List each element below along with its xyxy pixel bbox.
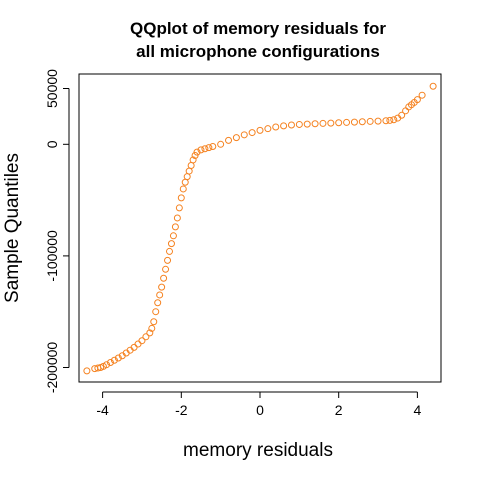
y-tick-label: 0 bbox=[44, 140, 60, 148]
data-point bbox=[103, 361, 111, 369]
y-axis: -200000 -100000 0 50000 bbox=[44, 69, 70, 394]
data-point bbox=[240, 131, 248, 139]
data-point bbox=[217, 140, 225, 148]
data-point bbox=[154, 299, 162, 307]
data-point bbox=[287, 121, 295, 129]
y-axis-label: Sample Quantiles bbox=[2, 153, 23, 303]
data-point bbox=[171, 223, 179, 231]
data-point bbox=[191, 151, 199, 159]
data-point bbox=[148, 324, 156, 332]
data-point bbox=[335, 119, 343, 127]
data-point bbox=[256, 126, 264, 134]
data-point bbox=[197, 146, 205, 154]
data-point bbox=[169, 232, 177, 240]
data-point bbox=[303, 120, 311, 128]
plot-frame bbox=[78, 73, 442, 383]
data-point bbox=[343, 118, 351, 126]
data-point bbox=[386, 116, 394, 124]
data-point bbox=[413, 96, 421, 104]
data-point bbox=[179, 185, 187, 193]
data-point bbox=[205, 144, 213, 152]
data-point bbox=[398, 111, 406, 119]
x-axis: -4 -2 0 2 4 bbox=[96, 391, 421, 418]
data-points bbox=[83, 82, 437, 375]
data-point bbox=[248, 129, 256, 137]
x-tick-label: 4 bbox=[413, 402, 421, 418]
data-point bbox=[295, 120, 303, 128]
data-point bbox=[366, 117, 374, 125]
data-point bbox=[193, 148, 201, 156]
data-point bbox=[160, 274, 168, 282]
data-point bbox=[158, 283, 166, 291]
y-tick-label: -200000 bbox=[44, 342, 60, 394]
data-point bbox=[390, 116, 398, 124]
data-point bbox=[138, 337, 146, 345]
chart-title-line-2: all microphone configurations bbox=[136, 42, 380, 61]
data-point bbox=[166, 247, 173, 255]
data-point bbox=[134, 340, 142, 348]
data-point bbox=[201, 145, 209, 153]
x-axis-label: memory residuals bbox=[183, 440, 333, 461]
data-point bbox=[114, 354, 122, 362]
data-point bbox=[232, 134, 240, 142]
data-point bbox=[167, 240, 175, 248]
data-point bbox=[209, 143, 217, 151]
data-point bbox=[264, 125, 272, 133]
data-point bbox=[162, 265, 170, 273]
data-point bbox=[164, 256, 172, 264]
data-point bbox=[382, 117, 390, 125]
x-tick-label: -2 bbox=[175, 402, 188, 418]
data-point bbox=[175, 204, 183, 212]
y-tick-label: -100000 bbox=[44, 230, 60, 282]
data-point bbox=[418, 91, 426, 99]
data-point bbox=[150, 318, 158, 326]
x-tick-label: -4 bbox=[96, 402, 109, 418]
data-point bbox=[189, 156, 197, 164]
data-point bbox=[146, 329, 154, 337]
data-point bbox=[83, 367, 91, 375]
data-point bbox=[350, 118, 358, 126]
data-point bbox=[152, 308, 160, 316]
data-point bbox=[142, 333, 150, 341]
data-point bbox=[311, 120, 319, 128]
x-tick-label: 0 bbox=[256, 402, 264, 418]
data-point bbox=[225, 136, 233, 144]
data-point bbox=[173, 214, 181, 222]
chart-title-line-1: QQplot of memory residuals for bbox=[130, 19, 386, 38]
data-point bbox=[106, 358, 114, 366]
data-point bbox=[374, 117, 382, 125]
data-point bbox=[402, 107, 410, 115]
data-point bbox=[110, 356, 118, 364]
data-point bbox=[156, 291, 164, 299]
data-point bbox=[429, 82, 437, 90]
y-tick-label: 50000 bbox=[44, 69, 60, 108]
data-point bbox=[319, 119, 327, 127]
data-point bbox=[280, 122, 288, 130]
data-point bbox=[358, 118, 366, 126]
data-point bbox=[272, 123, 280, 131]
x-tick-label: 2 bbox=[335, 402, 343, 418]
data-point bbox=[327, 119, 335, 127]
data-point bbox=[177, 194, 185, 202]
